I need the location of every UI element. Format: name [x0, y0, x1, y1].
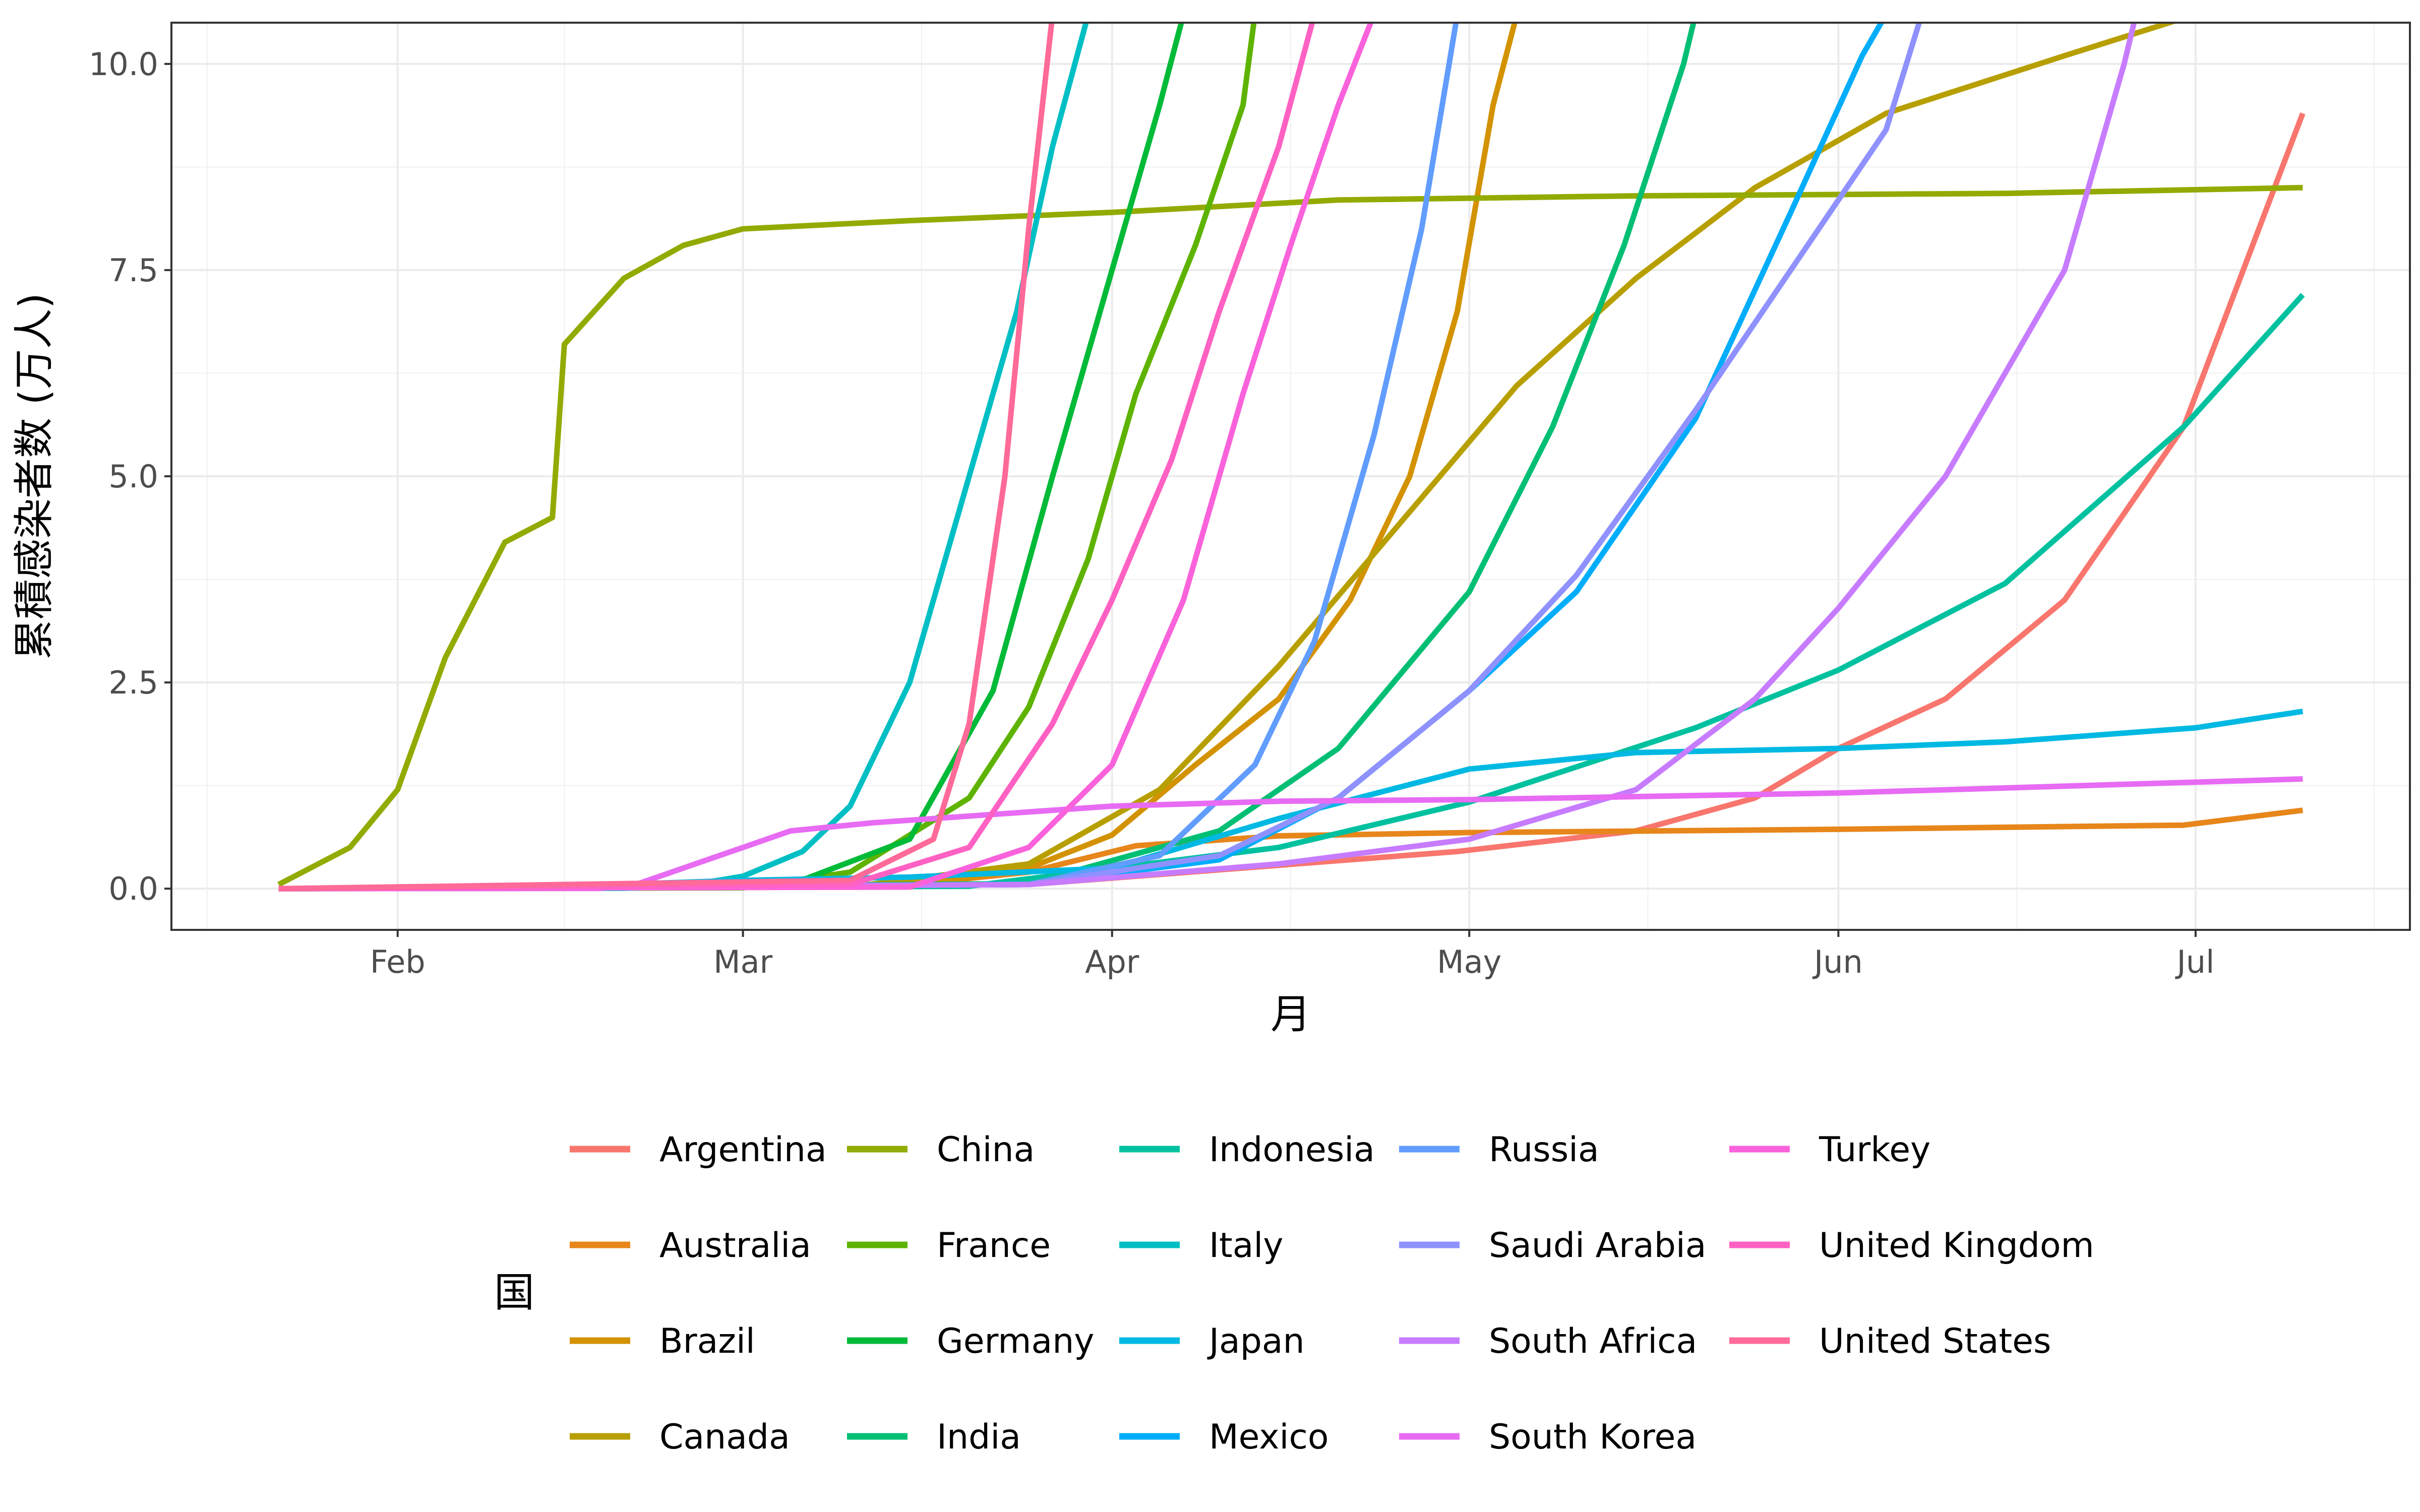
- y-tick-label: 0.0: [108, 870, 158, 907]
- legend-label: Indonesia: [1209, 1130, 1375, 1170]
- y-tick-label: 5.0: [108, 458, 158, 495]
- series-line: [278, 23, 1055, 892]
- legend-label: Turkey: [1819, 1130, 1930, 1170]
- series-line: [278, 23, 1697, 892]
- x-tick-label: Mar: [713, 943, 772, 980]
- y-tick-label: 2.5: [108, 664, 158, 701]
- x-tick-label: Jul: [2174, 943, 2214, 980]
- legend-label: China: [937, 1130, 1035, 1170]
- series-line: [277, 184, 2303, 887]
- y-tick-label: 7.5: [108, 252, 158, 289]
- legend-label: Australia: [659, 1226, 811, 1266]
- series-line: [278, 23, 1315, 892]
- x-tick-label: Jun: [1812, 943, 1863, 980]
- x-axis-title: 月: [1270, 991, 1311, 1038]
- x-tick-label: Apr: [1085, 943, 1139, 980]
- x-tick-label: Feb: [370, 943, 426, 980]
- series-line: [278, 23, 1922, 892]
- legend-label: Mexico: [1209, 1417, 1328, 1457]
- legend-label: Argentina: [659, 1130, 827, 1170]
- series-line: [278, 23, 1374, 892]
- legend-title: 国: [494, 1269, 534, 1316]
- legend-label: Brazil: [659, 1321, 755, 1361]
- series-line: [278, 23, 2137, 892]
- series-line: [278, 23, 2179, 892]
- legend-label: United Kingdom: [1819, 1226, 2094, 1266]
- legend-label: France: [937, 1226, 1051, 1266]
- legend-label: South Korea: [1489, 1417, 1697, 1457]
- legend-label: United States: [1819, 1321, 2051, 1361]
- legend-label: India: [937, 1417, 1021, 1457]
- x-tick-label: May: [1437, 943, 1501, 980]
- legend-label: Germany: [937, 1321, 1095, 1361]
- legend-label: Canada: [659, 1417, 790, 1457]
- y-tick-label: 10.0: [89, 46, 158, 83]
- series-lines: [277, 23, 2306, 892]
- legend-label: Japan: [1207, 1321, 1305, 1361]
- legend-label: Italy: [1209, 1226, 1284, 1266]
- legend: 国 Argentina Australia Brazil Canada China Fra…: [494, 1130, 2094, 1457]
- legend-label: Russia: [1489, 1130, 1599, 1170]
- legend-label: South Africa: [1489, 1321, 1697, 1361]
- y-axis-title: 累積感染者数 (万人): [11, 293, 57, 660]
- axes: 0.0 2.5 5.0 7.5 10.0 Feb Mar Apr May Jun Jul: [89, 46, 2214, 980]
- legend-label: Saudi Arabia: [1489, 1226, 1706, 1266]
